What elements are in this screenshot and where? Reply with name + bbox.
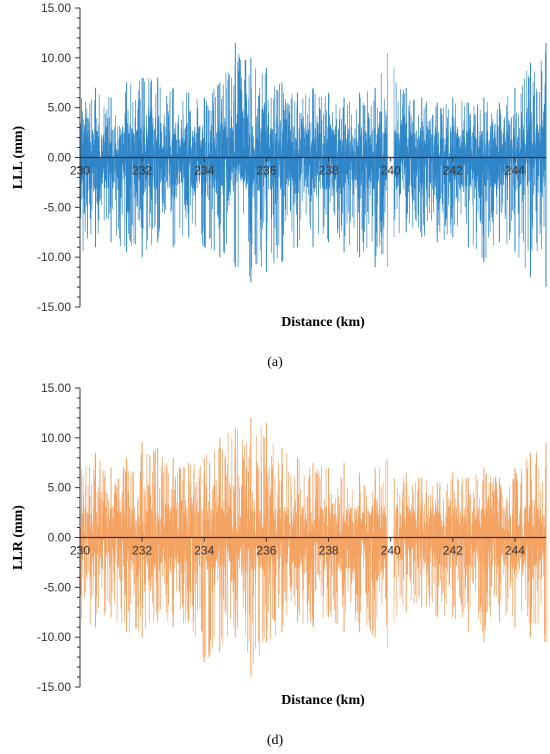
y-tick-label: 0.00 — [48, 531, 72, 545]
x-tick-label: 236 — [256, 544, 276, 558]
y-tick-label: 15.00 — [41, 381, 71, 395]
panel-label-d: (d) — [267, 733, 284, 748]
y-tick-label: -15.00 — [37, 680, 71, 694]
x-tick-label: 240 — [381, 164, 401, 178]
x-tick-label: 234 — [194, 164, 214, 178]
x-tick-label: 232 — [132, 544, 152, 558]
x-tick-label: 244 — [505, 544, 525, 558]
x-tick-label: 236 — [256, 164, 276, 178]
y-tick-label: 5.00 — [48, 101, 72, 115]
y-tick-label: 0.00 — [48, 151, 72, 165]
y-axis-title: LLR (mm) — [11, 505, 26, 570]
x-axis-title: Distance (km) — [281, 693, 365, 708]
y-axis-title: LLL (mm) — [11, 125, 26, 189]
y-tick-label: -15.00 — [37, 300, 71, 314]
x-tick-label: 244 — [505, 164, 525, 178]
x-tick-label: 242 — [443, 544, 463, 558]
y-tick-label: 10.00 — [41, 431, 71, 445]
x-tick-label: 234 — [194, 544, 214, 558]
y-tick-label: -10.00 — [37, 630, 71, 644]
y-tick-label: 15.00 — [41, 1, 71, 15]
y-axis-ticks: -15.00 -10.00 -5.00 0.00 5.00 10.00 15.00 — [37, 381, 80, 694]
y-axis-ticks: -15.00 -10.00 -5.00 0.00 5.00 10.00 15.00 — [37, 1, 80, 314]
x-tick-label: 238 — [319, 164, 339, 178]
y-tick-label: -10.00 — [37, 250, 71, 264]
x-axis-ticks: 230 232 234 236 238 240 242 244 — [70, 157, 525, 178]
series-noise-core — [80, 505, 547, 570]
x-tick-label: 242 — [443, 164, 463, 178]
y-tick-label: 5.00 — [48, 481, 72, 495]
y-tick-label: -5.00 — [44, 580, 72, 594]
x-axis-title: Distance (km) — [281, 315, 365, 330]
x-tick-label: 238 — [319, 544, 339, 558]
x-tick-label: 232 — [132, 164, 152, 178]
panel-label-a: (a) — [267, 355, 283, 370]
y-tick-label: -5.00 — [44, 200, 72, 214]
y-tick-label: 10.00 — [41, 51, 71, 65]
x-tick-label: 240 — [381, 544, 401, 558]
